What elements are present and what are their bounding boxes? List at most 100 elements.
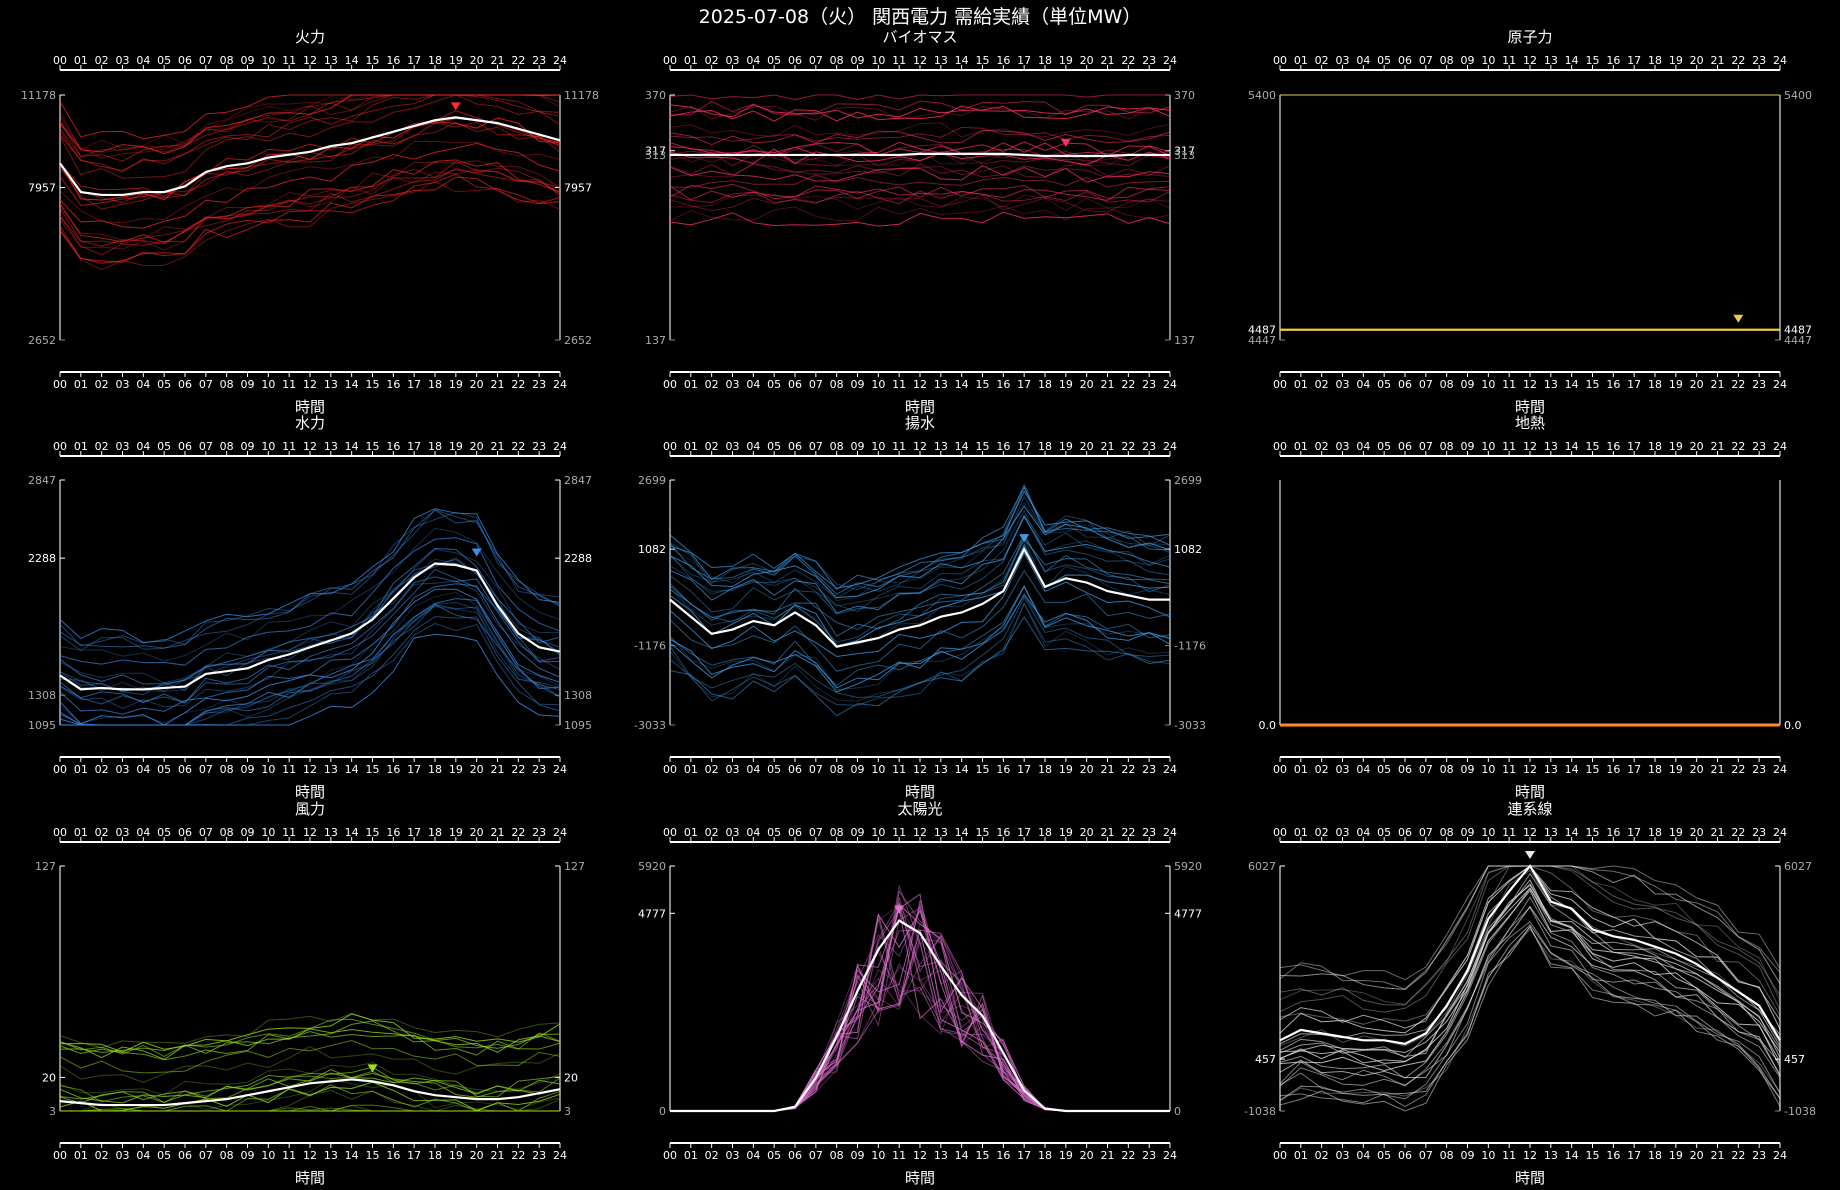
x-tick-label: 10 <box>261 826 275 839</box>
x-tick-label: 18 <box>1038 826 1052 839</box>
x-tick-label: 04 <box>136 763 150 776</box>
history-line <box>669 194 1171 213</box>
x-tick-label: 21 <box>1711 1149 1725 1162</box>
history-line <box>670 962 1170 1112</box>
history-line <box>59 1072 561 1104</box>
y-tick-label: 2288 <box>28 552 56 565</box>
chart-title: 地熱 <box>1515 414 1545 432</box>
x-tick-label: 07 <box>809 378 823 391</box>
x-tick-label: 23 <box>532 440 546 453</box>
x-tick-label: 18 <box>1038 763 1052 776</box>
x-tick-label: 08 <box>220 826 234 839</box>
y-tick-label: 313 <box>1174 149 1195 162</box>
x-tick-label: 15 <box>1586 54 1600 67</box>
x-tick-label: 00 <box>1273 1149 1287 1162</box>
x-tick-label: 05 <box>1377 440 1391 453</box>
x-tick-label: 21 <box>1101 826 1115 839</box>
y-tick-label: 3 <box>564 1105 571 1118</box>
x-tick-label: 08 <box>220 440 234 453</box>
y-tick-label: -3033 <box>1174 719 1206 732</box>
x-tick-label: 14 <box>1565 378 1579 391</box>
x-tick-label: 04 <box>1356 54 1370 67</box>
history-line <box>669 194 1171 212</box>
x-tick-label: 21 <box>1711 54 1725 67</box>
history-line <box>669 148 1171 166</box>
history-line <box>669 211 1171 227</box>
x-tick-label: 24 <box>1163 763 1177 776</box>
history-line <box>670 928 1170 1112</box>
y-tick-label: -1038 <box>1244 1105 1276 1118</box>
y-tick-label: 457 <box>1255 1053 1276 1066</box>
x-tick-label: 15 <box>366 1149 380 1162</box>
y-tick-label: 0.0 <box>1259 719 1277 732</box>
history-line <box>669 141 1171 157</box>
history-line <box>669 505 1171 599</box>
chart-title: 連系線 <box>1507 800 1552 818</box>
x-tick-label: 23 <box>532 763 546 776</box>
x-tick-label: 17 <box>407 763 421 776</box>
x-tick-label: 23 <box>532 1149 546 1162</box>
history-line <box>669 105 1171 122</box>
x-tick-label: 09 <box>1461 378 1475 391</box>
x-tick-label: 18 <box>428 763 442 776</box>
y-tick-label: 0 <box>1174 1105 1181 1118</box>
y-tick-label: 0.0 <box>1784 719 1802 732</box>
history-line <box>1279 925 1781 1108</box>
x-tick-label: 12 <box>913 1149 927 1162</box>
x-tick-label: 16 <box>996 826 1010 839</box>
x-tick-label: 06 <box>788 763 802 776</box>
x-tick-label: 06 <box>788 1149 802 1162</box>
x-tick-label: 00 <box>663 1149 677 1162</box>
x-tick-label: 16 <box>386 378 400 391</box>
x-tick-label: 21 <box>1101 1149 1115 1162</box>
x-tick-label: 23 <box>1752 826 1766 839</box>
x-tick-label: 11 <box>892 1149 906 1162</box>
history-line <box>670 966 1170 1112</box>
history-line <box>669 163 1171 179</box>
x-tick-label: 16 <box>386 54 400 67</box>
x-tick-label: 06 <box>178 54 192 67</box>
x-tick-label: 20 <box>470 763 484 776</box>
y-tick-label: 1308 <box>564 689 592 702</box>
chart-title: 水力 <box>295 414 325 432</box>
x-tick-label: 18 <box>1038 1149 1052 1162</box>
x-tick-label: 09 <box>241 440 255 453</box>
y-tick-label: 127 <box>35 860 56 873</box>
y-tick-label: 2699 <box>638 474 666 487</box>
x-tick-label: 10 <box>871 378 885 391</box>
y-tick-label: 1082 <box>1174 543 1202 556</box>
x-tick-label: 04 <box>136 826 150 839</box>
history-line <box>669 602 1171 706</box>
x-tick-label: 14 <box>955 440 969 453</box>
history-line <box>669 537 1171 645</box>
x-tick-label: 09 <box>1461 440 1475 453</box>
chart-panel-4: 揚水 00 01 02 03 04 05 06 07 08 09 10 11 12 13 14 15 16 17 18… <box>634 414 1206 801</box>
x-tick-label: 02 <box>705 826 719 839</box>
y-tick-label: 1095 <box>28 719 56 732</box>
x-tick-label: 23 <box>1142 378 1156 391</box>
x-tick-label: 17 <box>1627 54 1641 67</box>
history-line <box>59 549 561 684</box>
x-tick-label: 04 <box>746 826 760 839</box>
x-tick-label: 18 <box>428 54 442 67</box>
x-tick-label: 20 <box>470 440 484 453</box>
x-tick-label: 03 <box>1336 826 1350 839</box>
history-line <box>1279 928 1781 1102</box>
x-tick-label: 11 <box>1502 54 1516 67</box>
chart-panel-1: バイオマス 00 01 02 03 04 05 06 07 08 09 10 11 12 13 14 15 16 1… <box>645 28 1195 416</box>
x-tick-label: 08 <box>1440 378 1454 391</box>
x-tick-label: 11 <box>1502 826 1516 839</box>
x-tick-label: 17 <box>1017 54 1031 67</box>
y-tick-label: 370 <box>1174 89 1195 102</box>
x-tick-label: 10 <box>871 763 885 776</box>
x-axis-label: 時間 <box>1515 1169 1545 1187</box>
x-tick-label: 23 <box>1142 54 1156 67</box>
y-tick-label: -1176 <box>634 640 666 653</box>
y-tick-label: 6027 <box>1248 860 1276 873</box>
x-tick-label: 24 <box>1163 826 1177 839</box>
x-tick-label: 15 <box>976 54 990 67</box>
x-tick-label: 15 <box>976 378 990 391</box>
x-tick-label: 07 <box>809 1149 823 1162</box>
x-tick-label: 12 <box>1523 54 1537 67</box>
x-tick-label: 02 <box>1315 1149 1329 1162</box>
